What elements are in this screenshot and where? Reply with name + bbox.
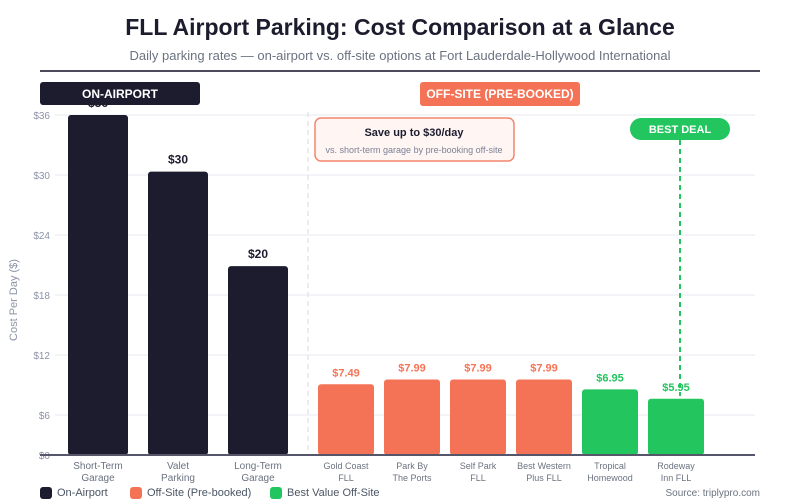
y-tick-label: $0 bbox=[39, 451, 51, 462]
callout-text: vs. short-term garage by pre-booking off… bbox=[326, 145, 503, 155]
value-label: $5.95 bbox=[662, 382, 690, 394]
bar bbox=[450, 379, 506, 455]
legend-swatch-on-airport bbox=[40, 487, 52, 499]
x-tick-label: Garage bbox=[81, 473, 115, 484]
x-tick-label: Valet bbox=[167, 461, 189, 472]
x-tick-label: Rodeway bbox=[657, 461, 695, 471]
y-tick-label: $30 bbox=[33, 171, 50, 182]
value-label: $20 bbox=[248, 247, 268, 261]
x-tick-label: Gold Coast bbox=[323, 461, 369, 471]
best-deal-label: BEST DEAL bbox=[649, 124, 712, 136]
x-tick-label: Tropical bbox=[594, 461, 626, 471]
best-deal-marker: BEST DEAL bbox=[630, 118, 730, 396]
on-airport-badge: ON-AIRPORT bbox=[40, 82, 200, 105]
best-deal-pill bbox=[630, 118, 730, 140]
legend-swatch-best-value bbox=[270, 487, 282, 499]
value-label: $7.99 bbox=[398, 363, 426, 375]
x-tick-label: FLL bbox=[470, 473, 486, 483]
bars: $36 bbox=[68, 96, 704, 455]
y-tick-label: $18 bbox=[33, 291, 50, 302]
legend-label: Off-Site (Pre-booked) bbox=[147, 487, 252, 499]
source-note: Source: triplypro.com bbox=[665, 488, 760, 499]
bar bbox=[648, 398, 704, 455]
x-tick-label: Parking bbox=[161, 473, 195, 484]
x-tick-label: Best Western bbox=[517, 461, 571, 471]
y-tick-label: $36 bbox=[33, 111, 50, 122]
chart-subtitle: Daily parking rates — on-airport vs. off… bbox=[129, 48, 671, 63]
y-axis-label: Cost Per Day ($) bbox=[8, 259, 20, 341]
value-label: $7.49 bbox=[332, 367, 360, 379]
legend-item-best-value: Best Value Off-Site bbox=[270, 487, 380, 499]
x-tick-label: Park By bbox=[396, 461, 428, 471]
off-site-badge: OFF-SITE (PRE-BOOKED) bbox=[420, 82, 580, 106]
off-site-badge-label: OFF-SITE (PRE-BOOKED) bbox=[426, 87, 573, 101]
on-airport-badge-label: ON-AIRPORT bbox=[82, 87, 159, 101]
x-axis-labels: Short-TermGarageValetParkingLong-TermGar… bbox=[73, 461, 695, 484]
value-labels: $30 $20 $7.49 $7.99 $7.99 $7.99 $6.95 $5.95 bbox=[168, 153, 690, 394]
x-tick-label: FLL bbox=[338, 473, 354, 483]
x-tick-label: Plus FLL bbox=[526, 473, 562, 483]
legend-swatch-off-site bbox=[130, 487, 142, 499]
legend-item-off-site: Off-Site (Pre-booked) bbox=[130, 487, 251, 499]
bar bbox=[68, 115, 128, 455]
x-tick-label: Self Park bbox=[460, 461, 497, 471]
y-tick-label: $24 bbox=[33, 231, 50, 242]
legend-label: Best Value Off-Site bbox=[287, 487, 380, 499]
bar bbox=[318, 384, 374, 455]
savings-callout: Save up to $30/day vs. short-term garage… bbox=[314, 117, 515, 162]
x-tick-label: Homewood bbox=[587, 473, 633, 483]
bar bbox=[384, 379, 440, 455]
legend-label: On-Airport bbox=[57, 487, 108, 499]
x-tick-label: The Ports bbox=[392, 473, 432, 483]
bar bbox=[516, 379, 572, 455]
value-label: $7.99 bbox=[464, 363, 492, 375]
bar bbox=[582, 389, 638, 455]
header-divider bbox=[40, 70, 760, 72]
bar bbox=[228, 266, 288, 455]
chart-title: FLL Airport Parking: Cost Comparison at … bbox=[125, 14, 675, 40]
legend-item-on-airport: On-Airport bbox=[40, 487, 108, 499]
x-tick-label: Short-Term bbox=[73, 461, 122, 472]
y-tick-label: $12 bbox=[33, 351, 50, 362]
callout-title: Save up to $30/day bbox=[364, 127, 464, 139]
x-tick-label: Garage bbox=[241, 473, 275, 484]
value-label: $30 bbox=[168, 153, 188, 167]
value-label: $6.95 bbox=[596, 372, 624, 384]
y-axis-ticks: $0 $6 $12 $18 $24 $30 $36 bbox=[33, 111, 50, 462]
y-tick-label: $6 bbox=[39, 411, 51, 422]
bar bbox=[148, 171, 208, 455]
x-tick-label: Inn FLL bbox=[661, 473, 692, 483]
x-tick-label: Long-Term bbox=[234, 461, 282, 472]
value-label: $7.99 bbox=[530, 363, 558, 375]
